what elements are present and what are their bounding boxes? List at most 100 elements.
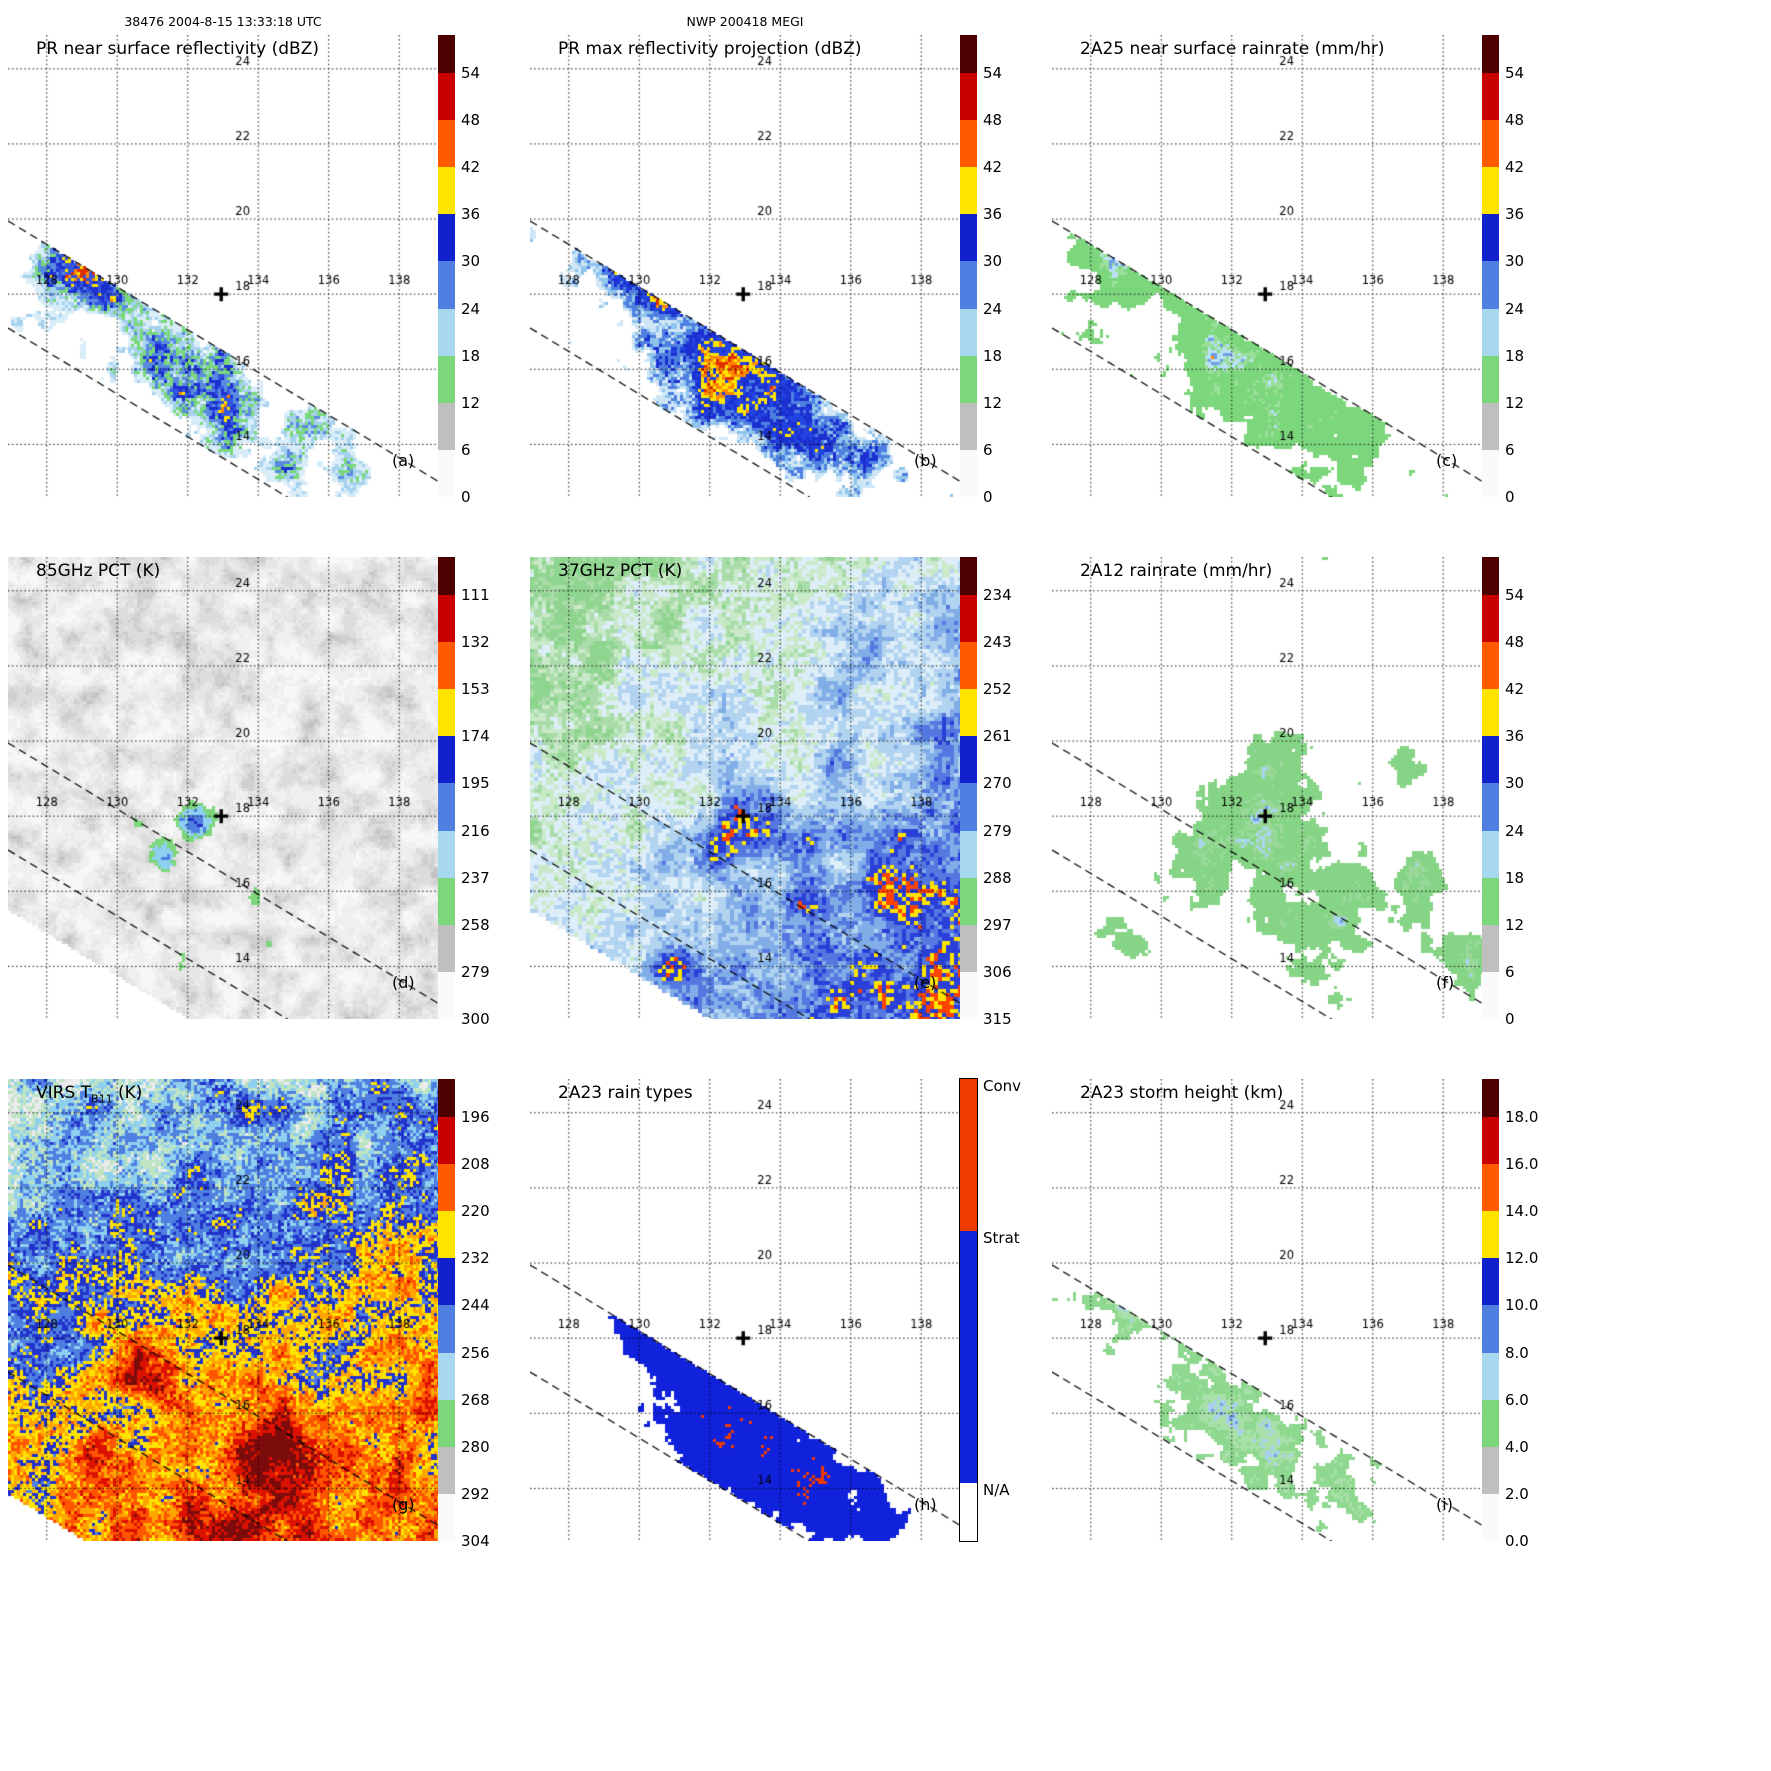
colorbar-tick: 270 bbox=[983, 774, 1012, 793]
colorbar-tick: 12.0 bbox=[1505, 1249, 1539, 1268]
colorbar-segment bbox=[1482, 1258, 1499, 1306]
colorbar-segment bbox=[1482, 73, 1499, 121]
colorbar-segment bbox=[1482, 642, 1499, 690]
colorbar-segment-na bbox=[960, 1483, 977, 1541]
map-area-h: 2A23 rain types (h) bbox=[530, 1079, 960, 1541]
colorbar-segment bbox=[960, 924, 977, 972]
colorbar-tick: 111 bbox=[461, 586, 490, 604]
panel-title-g-end: (K) bbox=[112, 1083, 143, 1103]
panel-letter-e: (e) bbox=[914, 973, 937, 992]
map-area-d: 85GHz PCT (K) (d) bbox=[8, 557, 438, 1019]
colorbar-bar bbox=[960, 35, 977, 497]
satellite-map-canvas-c bbox=[1052, 35, 1482, 497]
colorbar-tick: 279 bbox=[983, 821, 1012, 840]
map-area-i: 2A23 storm height (km) (i) bbox=[1052, 1079, 1482, 1541]
colorbar-segment bbox=[438, 1352, 455, 1400]
colorbar-segment bbox=[438, 1164, 455, 1212]
colorbar-b: 54 48 42 36 30 24 18 12 6 0 bbox=[960, 35, 1035, 506]
colorbar-tick: 288 bbox=[983, 868, 1012, 887]
colorbar-tick-labels: 18.0 16.0 14.0 12.0 10.0 8.0 6.0 4.0 2.0 0.0 bbox=[1505, 1079, 1557, 1550]
colorbar-tick: 54 bbox=[983, 64, 1003, 82]
colorbar-tick: 8.0 bbox=[1505, 1343, 1529, 1362]
colorbar-segment bbox=[1482, 736, 1499, 784]
colorbar-tick: 24 bbox=[983, 299, 1003, 318]
colorbar-segment bbox=[438, 1305, 455, 1353]
colorbar-segment bbox=[1482, 120, 1499, 168]
satellite-map-canvas-i bbox=[1052, 1079, 1482, 1541]
panel-g: VIRS TB11 (K) (g) 196 208 220 232 244 256 268 2… bbox=[8, 1079, 530, 1601]
colorbar-segment bbox=[1482, 167, 1499, 215]
panel-letter-g: (g) bbox=[392, 1495, 415, 1514]
colorbar-tick: 232 bbox=[461, 1249, 490, 1268]
colorbar-segment bbox=[1482, 830, 1499, 878]
colorbar-segment bbox=[1482, 877, 1499, 925]
colorbar-tick-labels: 54 48 42 36 30 24 18 12 6 0 bbox=[461, 35, 513, 506]
satellite-map-canvas-g bbox=[8, 1079, 438, 1541]
colorbar-segment bbox=[438, 308, 455, 356]
panel-title-g: VIRS TB11 (K) bbox=[36, 1083, 142, 1105]
colorbar-tick: 12 bbox=[983, 393, 1003, 412]
colorbar-segment bbox=[438, 1079, 455, 1117]
colorbar-segment bbox=[1482, 1211, 1499, 1259]
colorbar-tick: 30 bbox=[461, 252, 481, 271]
panel-letter-f: (f) bbox=[1436, 973, 1455, 992]
satellite-map-canvas-a bbox=[8, 35, 438, 497]
colorbar-tick: 36 bbox=[1505, 205, 1525, 224]
colorbar-tick: 16.0 bbox=[1505, 1155, 1539, 1174]
colorbar-category-label: N/A bbox=[983, 1481, 1010, 1499]
colorbar-segment bbox=[438, 736, 455, 784]
colorbar-segment-conv bbox=[960, 1079, 977, 1231]
colorbar-segment-strat bbox=[960, 1231, 977, 1483]
map-area-g: VIRS TB11 (K) (g) bbox=[8, 1079, 438, 1541]
colorbar-tick: 48 bbox=[461, 111, 481, 130]
panel-letter-h: (h) bbox=[914, 1495, 937, 1514]
satellite-map-canvas-e bbox=[530, 557, 960, 1019]
colorbar-tick: 268 bbox=[461, 1390, 490, 1409]
colorbar-segment bbox=[438, 355, 455, 403]
colorbar-i: 18.0 16.0 14.0 12.0 10.0 8.0 6.0 4.0 2.0 0.0 bbox=[1482, 1079, 1557, 1550]
colorbar-c: 54 48 42 36 30 24 18 12 6 0 bbox=[1482, 35, 1557, 506]
colorbar-tick: 292 bbox=[461, 1484, 490, 1503]
colorbar-tick: 306 bbox=[983, 962, 1012, 981]
panel-letter-d: (d) bbox=[392, 973, 415, 992]
colorbar-tick: 244 bbox=[461, 1296, 490, 1315]
colorbar-segment bbox=[438, 1258, 455, 1306]
panel-title-i: 2A23 storm height (km) bbox=[1080, 1083, 1284, 1103]
colorbar-segment bbox=[438, 1117, 455, 1165]
colorbar-tick: 48 bbox=[983, 111, 1003, 130]
colorbar-bar bbox=[1482, 1079, 1499, 1541]
colorbar-tick: 196 bbox=[461, 1108, 490, 1126]
colorbar-segment bbox=[438, 971, 455, 1019]
colorbar-h: Conv Strat N/A bbox=[959, 1077, 1035, 1542]
panel-a: PR near surface reflectivity (dBZ) (a) 5… bbox=[8, 35, 530, 557]
colorbar-tick: 0 bbox=[983, 488, 993, 506]
colorbar-segment bbox=[960, 642, 977, 690]
colorbar-segment bbox=[1482, 557, 1499, 595]
panel-f: 2A12 rainrate (mm/hr) (f) 54 48 42 36 30 24 18… bbox=[1052, 557, 1574, 1079]
colorbar-tick-labels: 54 48 42 36 30 24 18 12 6 0 bbox=[983, 35, 1035, 506]
colorbar-segment bbox=[438, 1493, 455, 1541]
colorbar-a: 54 48 42 36 30 24 18 12 6 0 bbox=[438, 35, 513, 506]
colorbar-segment bbox=[438, 595, 455, 643]
colorbar-tick: 24 bbox=[1505, 299, 1525, 318]
colorbar-tick: 6 bbox=[1505, 962, 1515, 981]
colorbar-tick: 54 bbox=[1505, 586, 1525, 604]
colorbar-tick: 6 bbox=[1505, 440, 1515, 459]
colorbar-segment bbox=[438, 167, 455, 215]
colorbar-category-label: Conv bbox=[983, 1077, 1022, 1095]
panel-title-b: PR max reflectivity projection (dBZ) bbox=[558, 39, 862, 59]
colorbar-segment bbox=[1482, 1117, 1499, 1165]
map-area-b: PR max reflectivity projection (dBZ) (b) bbox=[530, 35, 960, 497]
colorbar-segment bbox=[960, 402, 977, 450]
colorbar-tick: 297 bbox=[983, 915, 1012, 934]
colorbar-tick: 153 bbox=[461, 680, 490, 699]
colorbar-segment bbox=[1482, 1399, 1499, 1447]
colorbar-segment bbox=[438, 1399, 455, 1447]
colorbar-segment bbox=[1482, 261, 1499, 309]
colorbar-bar bbox=[438, 35, 455, 497]
colorbar-tick: 18 bbox=[983, 346, 1003, 365]
colorbar-tick: 18.0 bbox=[1505, 1108, 1539, 1126]
colorbar-tick: 36 bbox=[461, 205, 481, 224]
colorbar-tick: 36 bbox=[1505, 727, 1525, 746]
colorbar-tick: 10.0 bbox=[1505, 1296, 1539, 1315]
